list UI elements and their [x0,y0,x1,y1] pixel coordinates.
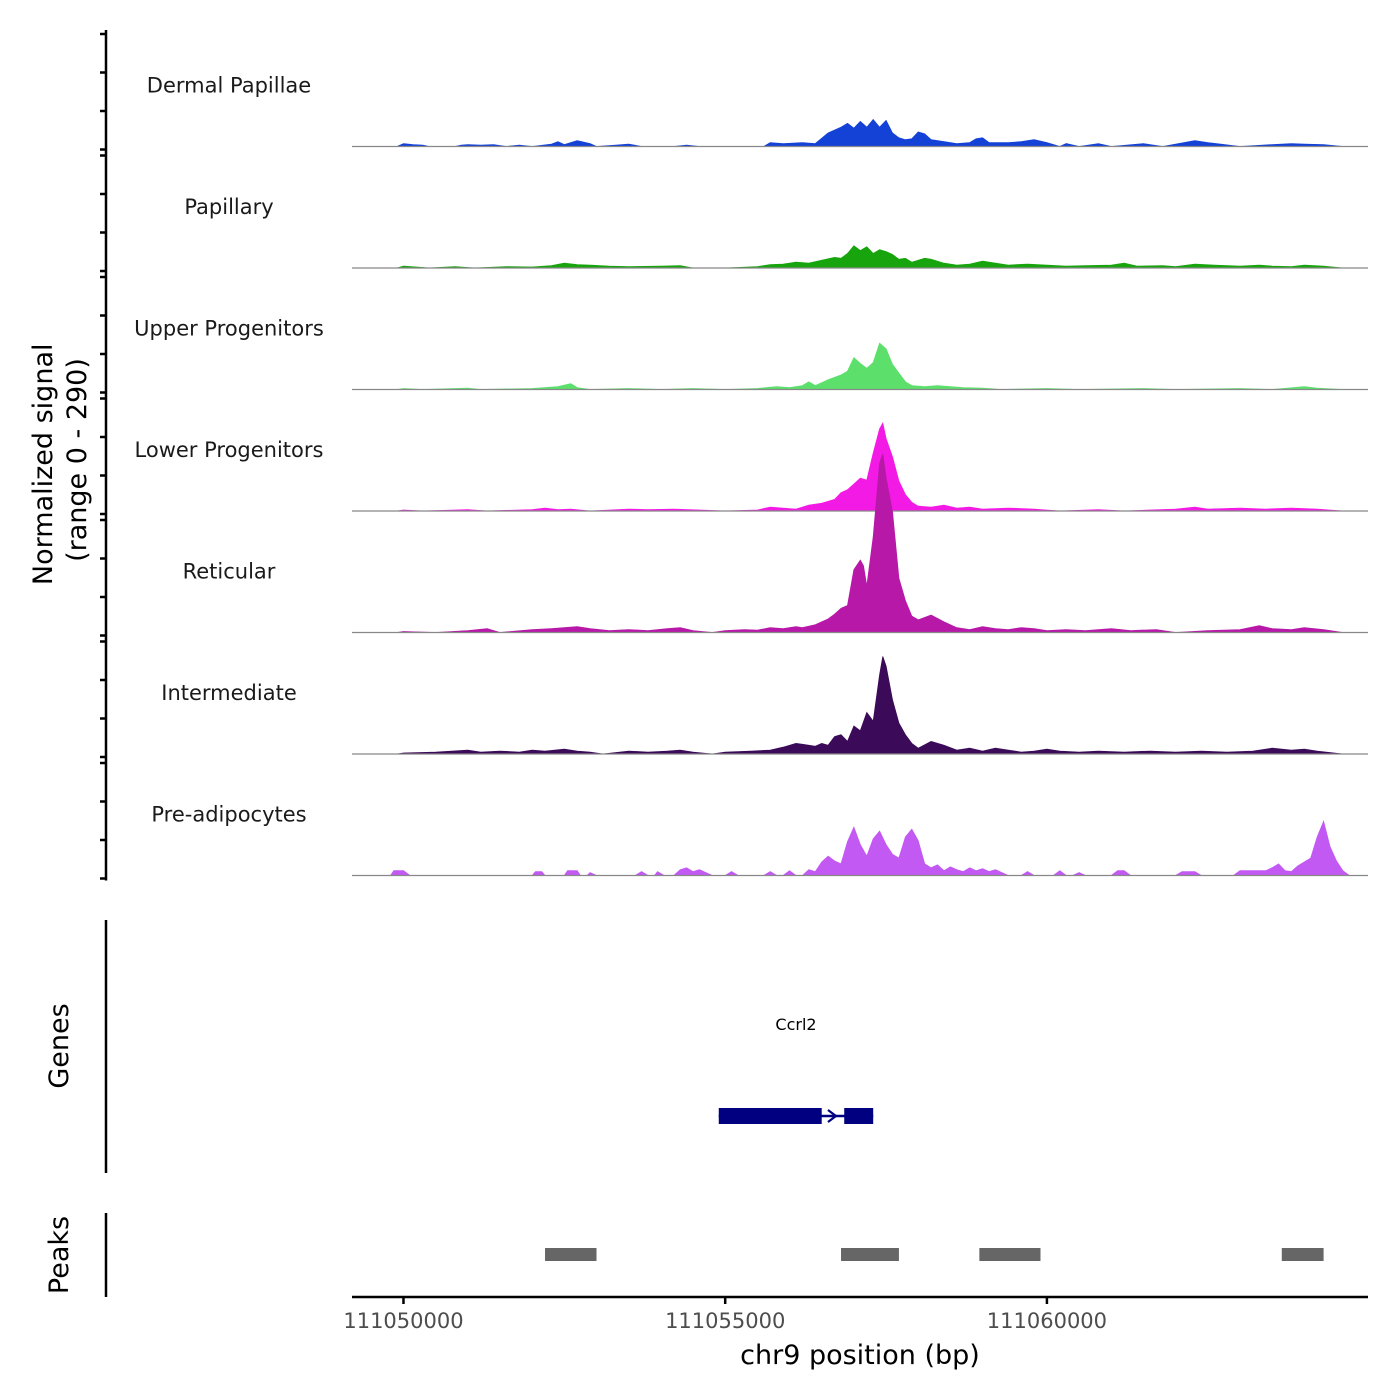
y-axis-title: Normalized signal (range 0 - 290) [28,335,93,585]
gene-exon [718,1108,822,1124]
coverage-area [396,342,1343,390]
track-label: Lower Progenitors [135,438,324,462]
genes-panel-title: Genes [44,1003,75,1088]
track-lower-progenitors: Lower Progenitors [135,421,1368,512]
coverage-area [396,656,1343,755]
track-reticular: Reticular [183,453,1368,634]
track-label: Papillary [184,195,273,219]
peaks-panel [104,1213,1324,1297]
x-tick-label: 111055000 [665,1309,785,1333]
x-axis-title: chr9 position (bp) [740,1340,980,1371]
track-pre-adipocytes: Pre-adipocytes [151,803,1368,877]
coverage-area [396,245,1343,269]
track-label: Intermediate [161,681,297,705]
peak-region [841,1248,899,1261]
peaks-panel-title: Peaks [44,1216,75,1294]
gene-exon [844,1108,874,1124]
peak-region [545,1248,597,1261]
x-tick-label: 111050000 [343,1309,463,1333]
y-axis-title-line1: Normalized signal [28,344,59,586]
coverage-tracks: Dermal Papillae Papillary Upper Progenitor… [134,74,1368,877]
coverage-area [389,820,1351,876]
peak-region [979,1248,1041,1261]
x-axis: 111050000 111055000 111060000 [343,1295,1368,1333]
coverage-area [396,421,1343,512]
genes-panel: Ccrl2 [104,920,874,1173]
gene-label: Ccrl2 [775,1015,816,1034]
gene-ccrl2: Ccrl2 [718,1015,874,1124]
left-axes [100,30,108,881]
coverage-area [396,118,1343,147]
track-upper-progenitors: Upper Progenitors [134,317,1368,391]
coverage-area [396,453,1343,633]
track-label: Pre-adipocytes [151,803,306,827]
track-dermal-papillae: Dermal Papillae [147,74,1368,148]
y-axis-title-line2: (range 0 - 290) [62,358,93,562]
track-label: Dermal Papillae [147,74,311,98]
track-label: Reticular [183,560,276,584]
track-intermediate: Intermediate [161,656,1368,755]
track-label: Upper Progenitors [134,317,324,341]
track-papillary: Papillary [184,195,1368,269]
x-tick-label: 111060000 [987,1309,1107,1333]
peak-region [1281,1248,1324,1261]
strand-arrow-icon [827,1109,838,1123]
